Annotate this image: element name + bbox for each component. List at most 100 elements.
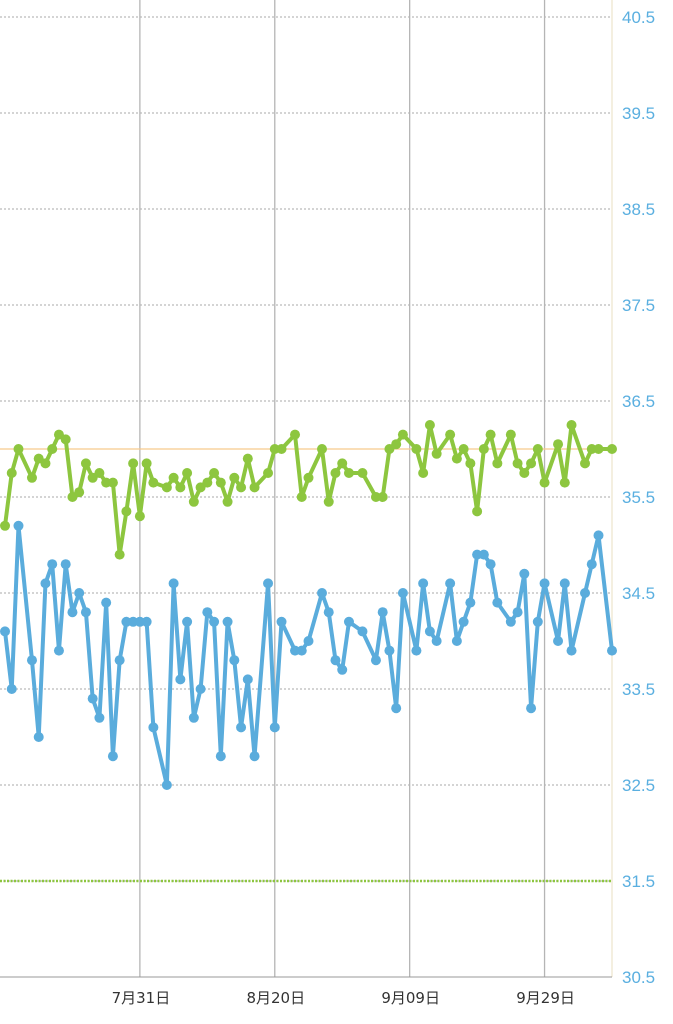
data-point <box>519 468 530 478</box>
data-point <box>40 578 51 589</box>
data-point <box>53 645 64 656</box>
data-point <box>424 420 435 430</box>
data-point <box>33 732 44 742</box>
data-point <box>249 751 260 762</box>
data-point <box>539 477 550 488</box>
data-point <box>236 722 247 733</box>
data-point <box>330 468 341 478</box>
data-point <box>451 636 462 646</box>
data-point <box>566 645 577 656</box>
data-point <box>13 444 24 454</box>
data-point <box>505 616 516 627</box>
y-tick-label: 34.5 <box>622 584 655 603</box>
data-point <box>472 506 483 517</box>
data-point <box>580 588 591 598</box>
y-tick-label: 37.5 <box>622 296 655 315</box>
data-point <box>67 607 78 618</box>
data-point <box>377 607 388 618</box>
data-point <box>175 674 186 685</box>
y-tick-label: 36.5 <box>622 392 655 411</box>
data-point <box>121 506 132 517</box>
data-point <box>431 448 442 459</box>
data-point <box>323 607 334 618</box>
data-point <box>26 655 37 666</box>
data-point <box>182 616 193 627</box>
data-point <box>114 549 125 560</box>
data-point <box>296 645 307 656</box>
data-point <box>134 511 145 522</box>
data-point <box>397 429 408 440</box>
data-point <box>229 655 240 666</box>
y-tick-label: 33.5 <box>622 680 655 699</box>
data-point <box>13 520 24 531</box>
data-point <box>168 578 179 589</box>
data-point <box>607 444 617 454</box>
y-tick-label: 30.5 <box>622 968 655 987</box>
data-point <box>512 458 523 469</box>
data-point <box>337 458 348 469</box>
data-point <box>209 616 220 627</box>
data-point <box>148 722 159 733</box>
data-point <box>74 588 85 598</box>
data-point <box>296 492 307 502</box>
data-point <box>6 684 17 694</box>
data-point <box>492 597 503 608</box>
data-point <box>445 578 456 589</box>
data-point <box>337 664 348 675</box>
series-0 <box>0 420 617 560</box>
data-point <box>593 530 604 541</box>
data-point <box>0 520 10 531</box>
data-point <box>397 588 408 598</box>
data-point <box>215 751 226 762</box>
data-point <box>80 607 91 618</box>
data-point <box>276 616 287 627</box>
data-point <box>478 549 489 560</box>
data-point <box>451 453 462 464</box>
data-point <box>60 559 71 570</box>
data-point <box>505 429 516 440</box>
data-point <box>303 636 314 646</box>
data-point <box>161 780 172 790</box>
data-point <box>526 703 537 714</box>
data-point <box>114 655 125 666</box>
data-point <box>593 444 604 454</box>
data-point <box>0 626 10 637</box>
data-point <box>458 616 469 627</box>
data-point <box>343 616 354 627</box>
data-point <box>175 482 186 493</box>
data-point <box>431 636 442 646</box>
series-line <box>3 423 612 557</box>
data-point <box>539 578 550 589</box>
data-point <box>47 559 58 570</box>
data-point <box>377 492 388 502</box>
data-point <box>559 578 570 589</box>
data-point <box>411 645 422 656</box>
data-point <box>26 472 37 483</box>
data-point <box>195 684 206 694</box>
data-point <box>128 458 139 469</box>
data-point <box>161 482 172 493</box>
data-point <box>80 458 91 469</box>
data-point <box>330 655 341 666</box>
data-point <box>580 458 591 469</box>
data-point <box>188 496 199 507</box>
data-point <box>141 458 152 469</box>
data-point <box>424 626 435 637</box>
data-point <box>411 444 422 454</box>
data-point <box>6 468 17 478</box>
data-point <box>168 472 179 483</box>
data-point <box>418 468 429 478</box>
data-point <box>357 468 368 478</box>
data-point <box>323 496 334 507</box>
data-point <box>74 487 85 498</box>
data-point <box>202 607 213 618</box>
data-point <box>47 444 58 454</box>
data-point <box>519 568 530 579</box>
data-point <box>222 496 233 507</box>
data-point <box>316 444 327 454</box>
data-point <box>465 597 476 608</box>
data-point <box>485 559 496 570</box>
data-point <box>418 578 429 589</box>
data-point <box>236 482 247 493</box>
